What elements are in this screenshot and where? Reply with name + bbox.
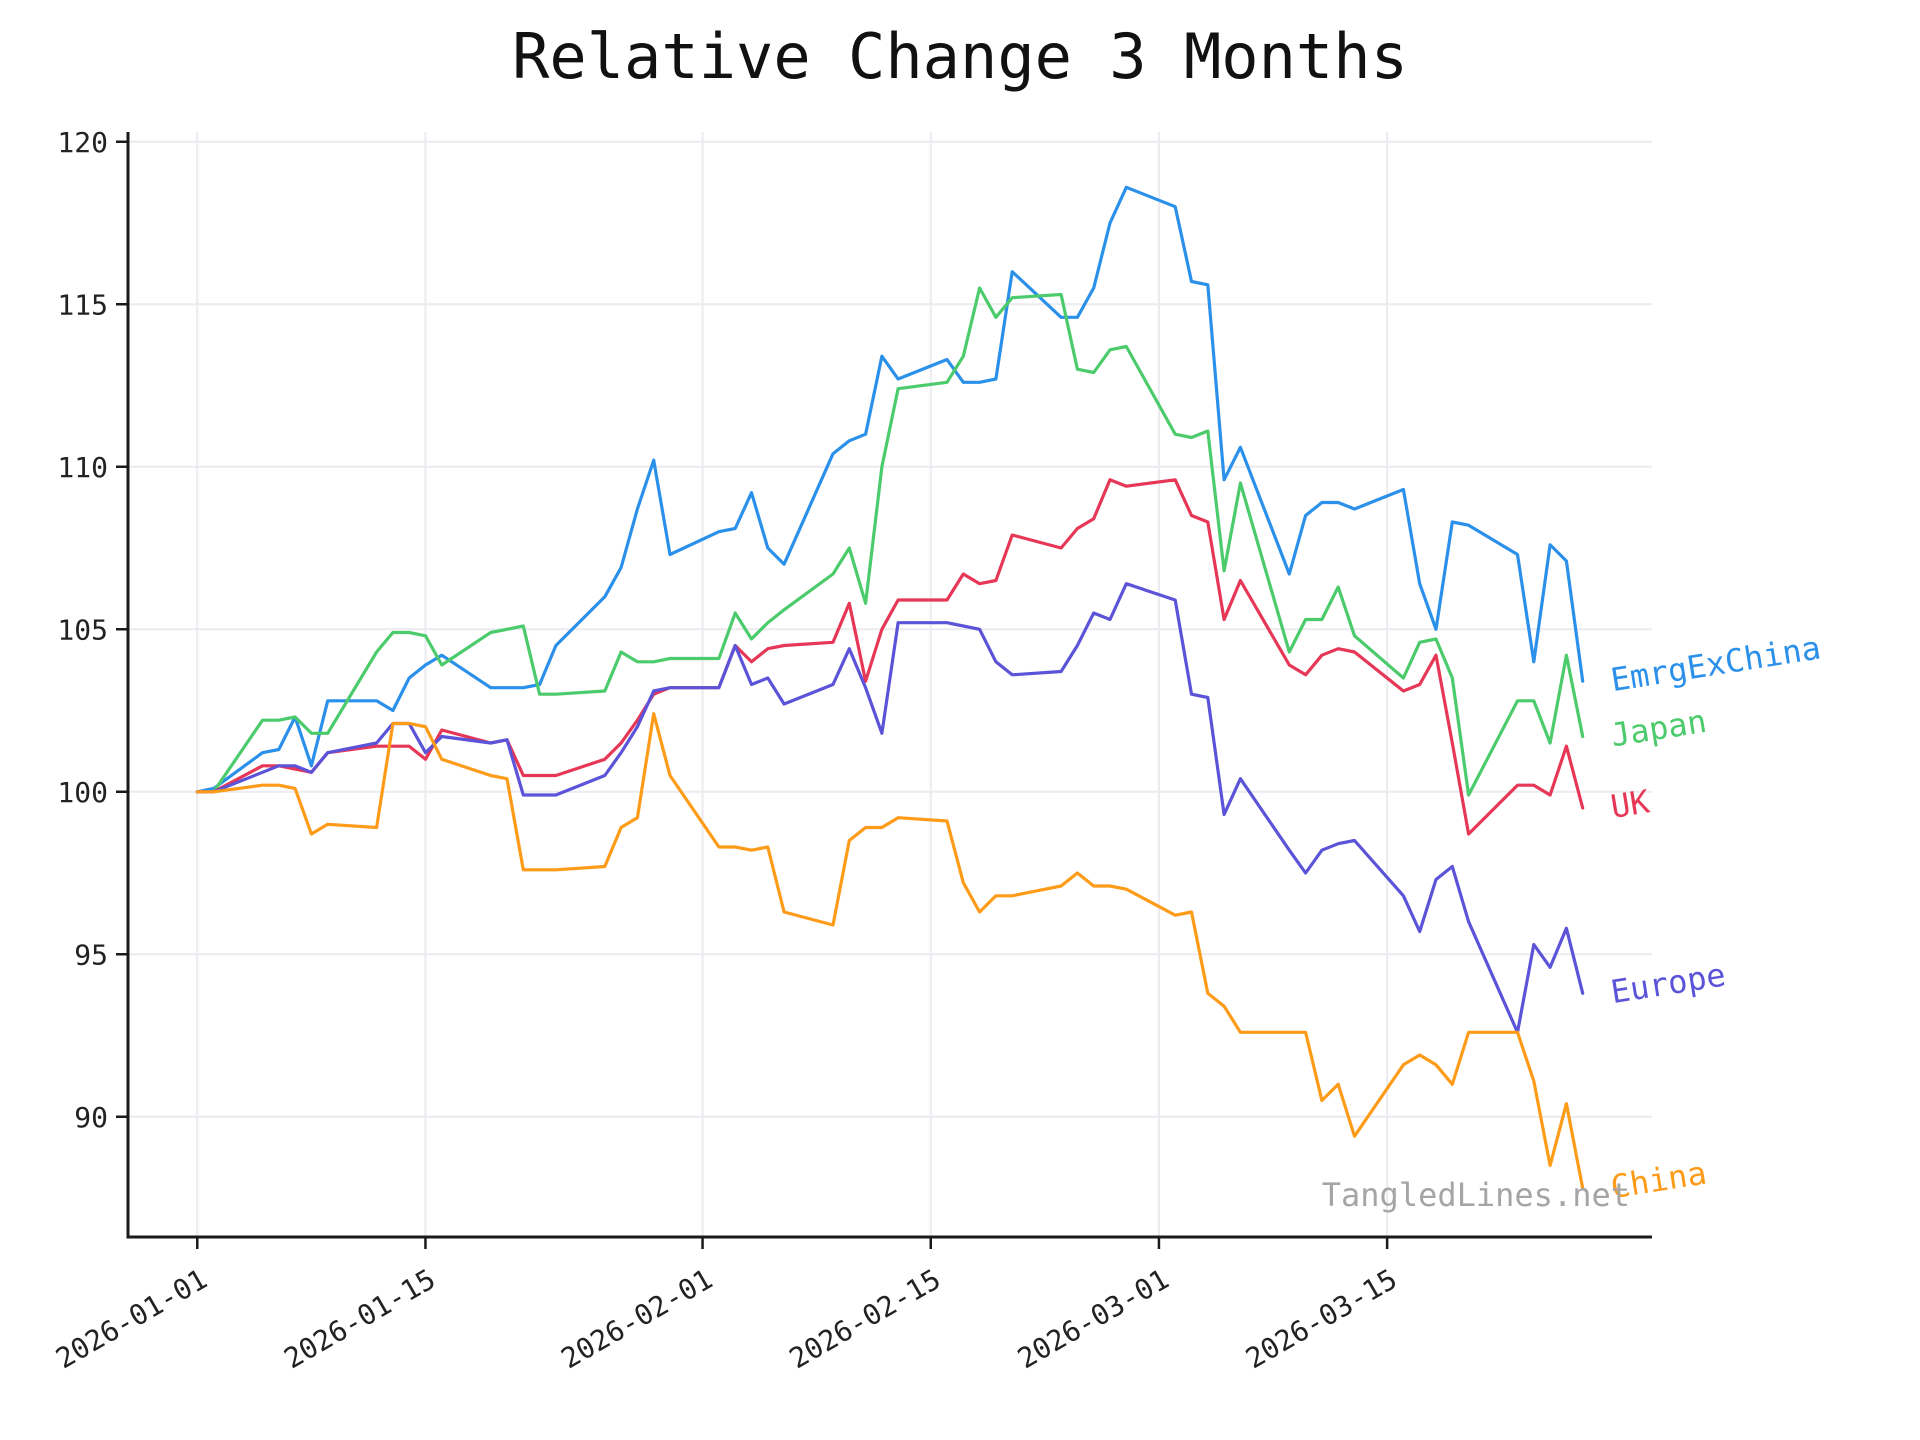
watermark: TangledLines.net	[1322, 1176, 1630, 1214]
y-tick-label: 100	[57, 776, 108, 809]
y-tick-label: 110	[57, 451, 108, 484]
x-tick-label: 2026-03-15	[1240, 1262, 1402, 1375]
x-tick-label: 2026-03-01	[1012, 1262, 1174, 1375]
x-tick-label: 2026-01-15	[278, 1262, 440, 1375]
series-line-china	[195, 712, 1585, 1190]
series-line-uk	[195, 478, 1585, 836]
series-label-japan: Japan	[1608, 702, 1709, 755]
x-tick-label: 2026-02-01	[556, 1262, 718, 1375]
series-layer	[195, 185, 1585, 1190]
series-label-uk: UK	[1608, 782, 1653, 826]
y-tick-label: 105	[57, 613, 108, 646]
y-tick-label: 95	[74, 938, 108, 971]
series-label-europe: Europe	[1608, 956, 1728, 1012]
series-line-europe	[195, 582, 1585, 1034]
y-tick-label: 90	[74, 1101, 108, 1134]
series-label-emrgexchina: EmrgExChina	[1608, 628, 1823, 699]
y-tick-label: 115	[57, 288, 108, 321]
x-tick-label: 2026-01-01	[50, 1262, 212, 1375]
series-line-japan	[195, 286, 1585, 797]
y-tick-label: 120	[57, 126, 108, 159]
x-tick-label: 2026-02-15	[784, 1262, 946, 1375]
series-line-emrgexchina	[195, 185, 1585, 794]
chart-title: Relative Change 3 Months	[512, 20, 1408, 93]
